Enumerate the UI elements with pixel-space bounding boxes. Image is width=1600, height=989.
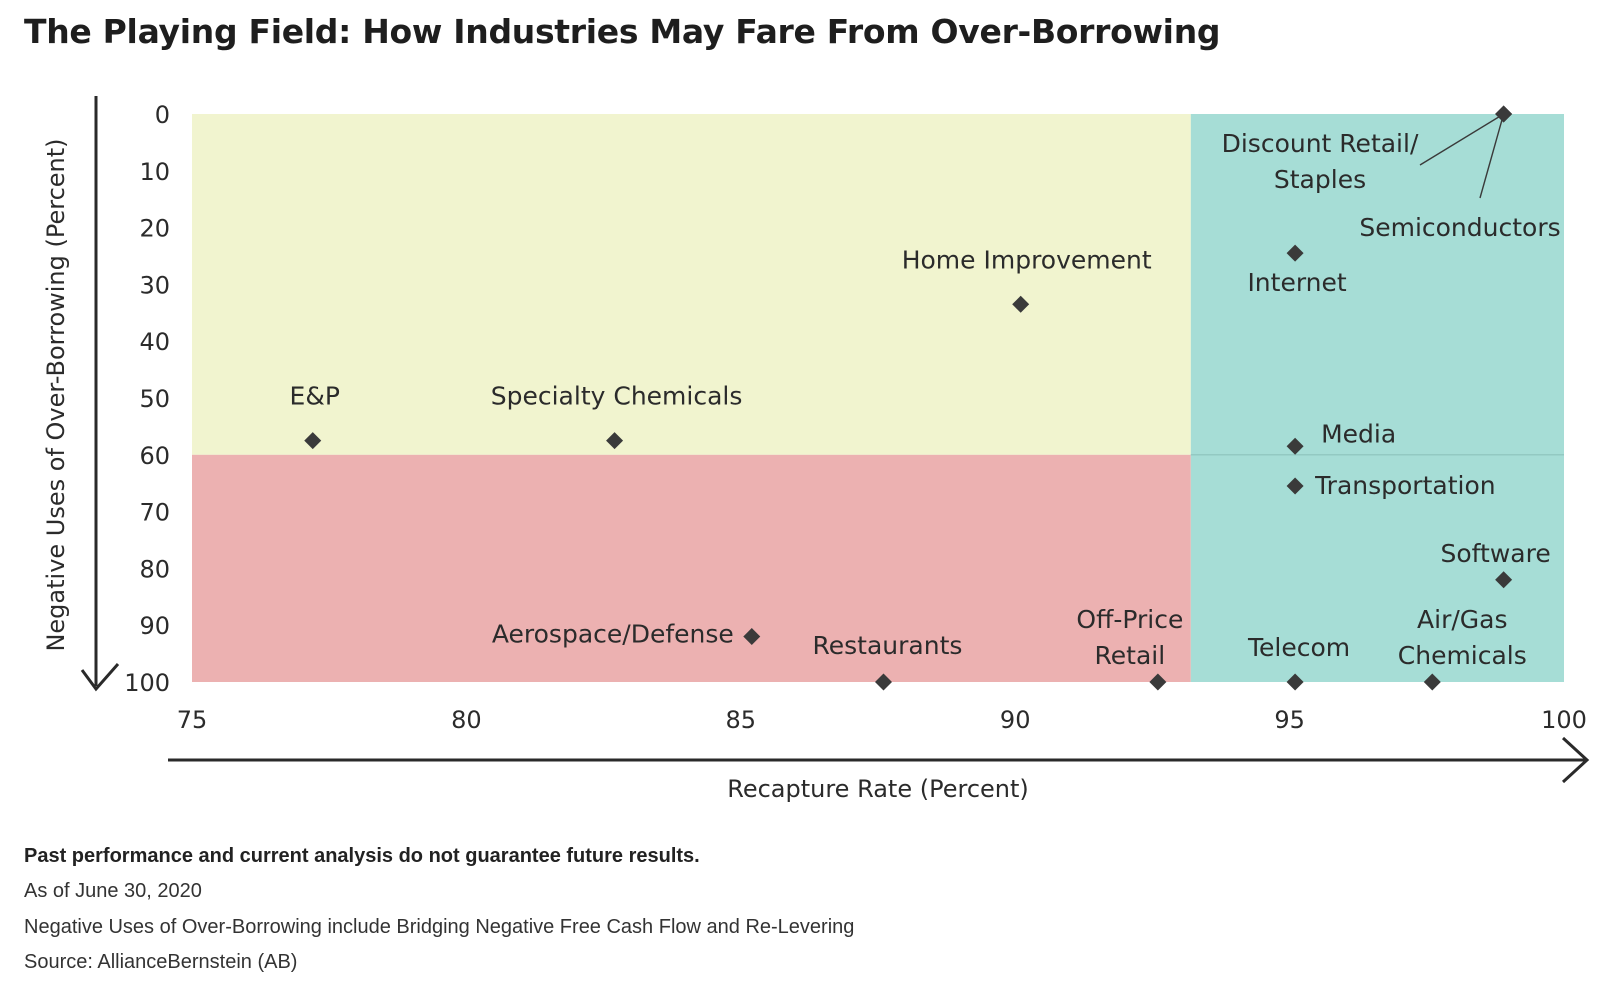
point-label-restaurants: Restaurants <box>813 631 963 660</box>
y-axis-arrowhead <box>80 663 120 692</box>
y-tick-label: 70 <box>139 499 170 527</box>
region-right <box>1190 114 1564 682</box>
leader-lines <box>1419 113 1505 199</box>
point-restaurants <box>874 673 892 691</box>
quadrant-regions <box>192 114 1564 682</box>
point-label-air-gas-chemicals: Air/Gas Chemicals <box>1398 605 1527 670</box>
y-tick-labels: 0 10 20 30 40 50 60 70 80 90 100 <box>124 101 170 697</box>
point-label-internet: Internet <box>1247 268 1346 297</box>
point-e-p <box>304 432 322 450</box>
point-home-improvement <box>1012 295 1030 313</box>
footer-note: Negative Uses of Over-Borrowing include … <box>24 916 855 938</box>
x-tick-labels: 75 80 85 90 95 100 <box>177 706 1587 734</box>
point-air-gas-chemicals <box>1423 673 1441 691</box>
y-tick-label: 10 <box>139 158 170 186</box>
point-media <box>1286 437 1304 455</box>
y-tick-label: 80 <box>139 555 170 583</box>
point-label-specialty-chemicals: Specialty Chemicals <box>491 382 743 411</box>
footer-disclaimer: Past performance and current analysis do… <box>24 845 700 867</box>
point-label-e-p: E&P <box>290 382 340 411</box>
point-label-media: Media <box>1321 419 1396 448</box>
point-off-price-retail <box>1149 673 1167 691</box>
x-axis-arrowhead <box>1561 736 1590 784</box>
x-axis-label: Recapture Rate (Percent) <box>727 775 1029 803</box>
scatter-chart: 0 10 20 30 40 50 60 70 80 90 100 75 80 85 90 95 100 Neg… <box>42 96 1590 803</box>
x-tick-label: 90 <box>1000 706 1031 734</box>
footer-source: Source: AllianceBernstein (AB) <box>24 951 298 973</box>
y-tick-label: 50 <box>139 385 170 413</box>
point-telecom <box>1286 673 1304 691</box>
y-tick-label: 20 <box>139 215 170 243</box>
point-label-software: Software <box>1441 539 1551 568</box>
point-transportation <box>1286 477 1304 495</box>
y-tick-label: 100 <box>124 669 170 697</box>
region-lower-left <box>192 454 1191 682</box>
point-internet <box>1286 244 1304 262</box>
point-aerospace-defense <box>743 628 761 646</box>
x-tick-label: 100 <box>1541 706 1587 734</box>
point-label-transportation: Transportation <box>1314 471 1496 500</box>
region-upper-left <box>192 114 1191 455</box>
axis-arrows <box>80 96 1590 784</box>
point-label-discount-retail-staples: Discount Retail/Staples <box>1222 129 1419 194</box>
y-tick-label: 0 <box>155 101 170 129</box>
x-tick-label: 80 <box>451 706 482 734</box>
point-label-off-price-retail: Off-Price Retail <box>1076 605 1183 670</box>
chart-title: The Playing Field: How Industries May Fa… <box>24 12 1221 51</box>
x-tick-label: 85 <box>726 706 757 734</box>
y-tick-label: 40 <box>139 328 170 356</box>
leader-discount-retail-staples <box>1419 113 1504 166</box>
point-label-home-improvement: Home Improvement <box>902 245 1152 274</box>
point-label-telecom: Telecom <box>1247 633 1350 662</box>
point-specialty-chemicals <box>606 432 624 450</box>
point-label-semiconductors: Semiconductors <box>1359 213 1560 242</box>
y-tick-label: 90 <box>139 612 170 640</box>
point-label-aerospace-defense: Aerospace/Defense <box>492 620 734 649</box>
data-points <box>304 105 1513 691</box>
x-tick-label: 95 <box>1274 706 1305 734</box>
point-semiconductors <box>1495 105 1513 123</box>
x-tick-label: 75 <box>177 706 208 734</box>
y-tick-label: 60 <box>139 442 170 470</box>
point-labels: E&P Specialty Chemicals Home Improvement Di… <box>290 129 1561 670</box>
y-axis-label: Negative Uses of Over-Borrowing (Percent… <box>42 138 70 651</box>
footer-date: As of June 30, 2020 <box>24 880 202 902</box>
y-tick-label: 30 <box>139 271 170 299</box>
leader-semiconductors <box>1479 113 1505 199</box>
point-software <box>1495 571 1513 589</box>
